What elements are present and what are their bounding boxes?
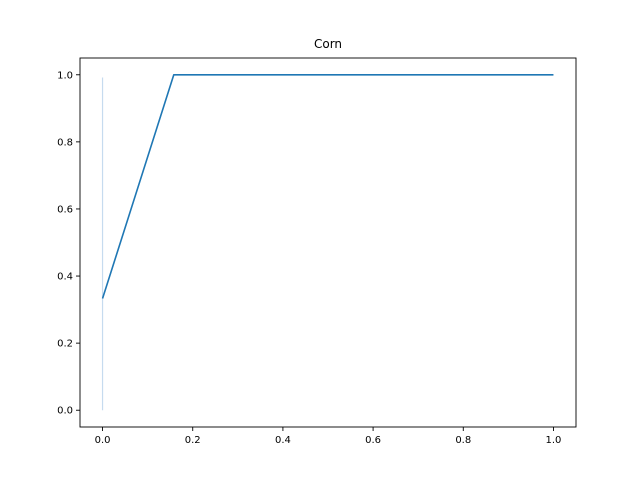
y-tick-label: 0.0 bbox=[57, 406, 73, 417]
chart-title: Corn bbox=[314, 37, 342, 51]
y-tick-label: 0.6 bbox=[57, 204, 73, 215]
y-tick-label: 0.8 bbox=[57, 137, 73, 148]
x-tick-label: 1.0 bbox=[546, 435, 562, 446]
series-line-0 bbox=[101, 73, 554, 299]
y-tick-label: 0.4 bbox=[57, 272, 73, 283]
axes-frame bbox=[79, 57, 577, 428]
x-tick-label: 0.4 bbox=[275, 435, 291, 446]
y-tick-label: 0.2 bbox=[57, 339, 73, 350]
y-tick-label: 1.0 bbox=[57, 70, 73, 81]
x-tick-label: 0.8 bbox=[455, 435, 471, 446]
x-tick-label: 0.2 bbox=[185, 435, 201, 446]
x-tick-label: 0.0 bbox=[95, 435, 111, 446]
x-tick-label: 0.6 bbox=[365, 435, 381, 446]
plot-area: 0.0 0.2 0.4 0.6 0.8 1.0 0.0 0.2 0.4 0.6 0.8 1.0 bbox=[57, 57, 577, 446]
